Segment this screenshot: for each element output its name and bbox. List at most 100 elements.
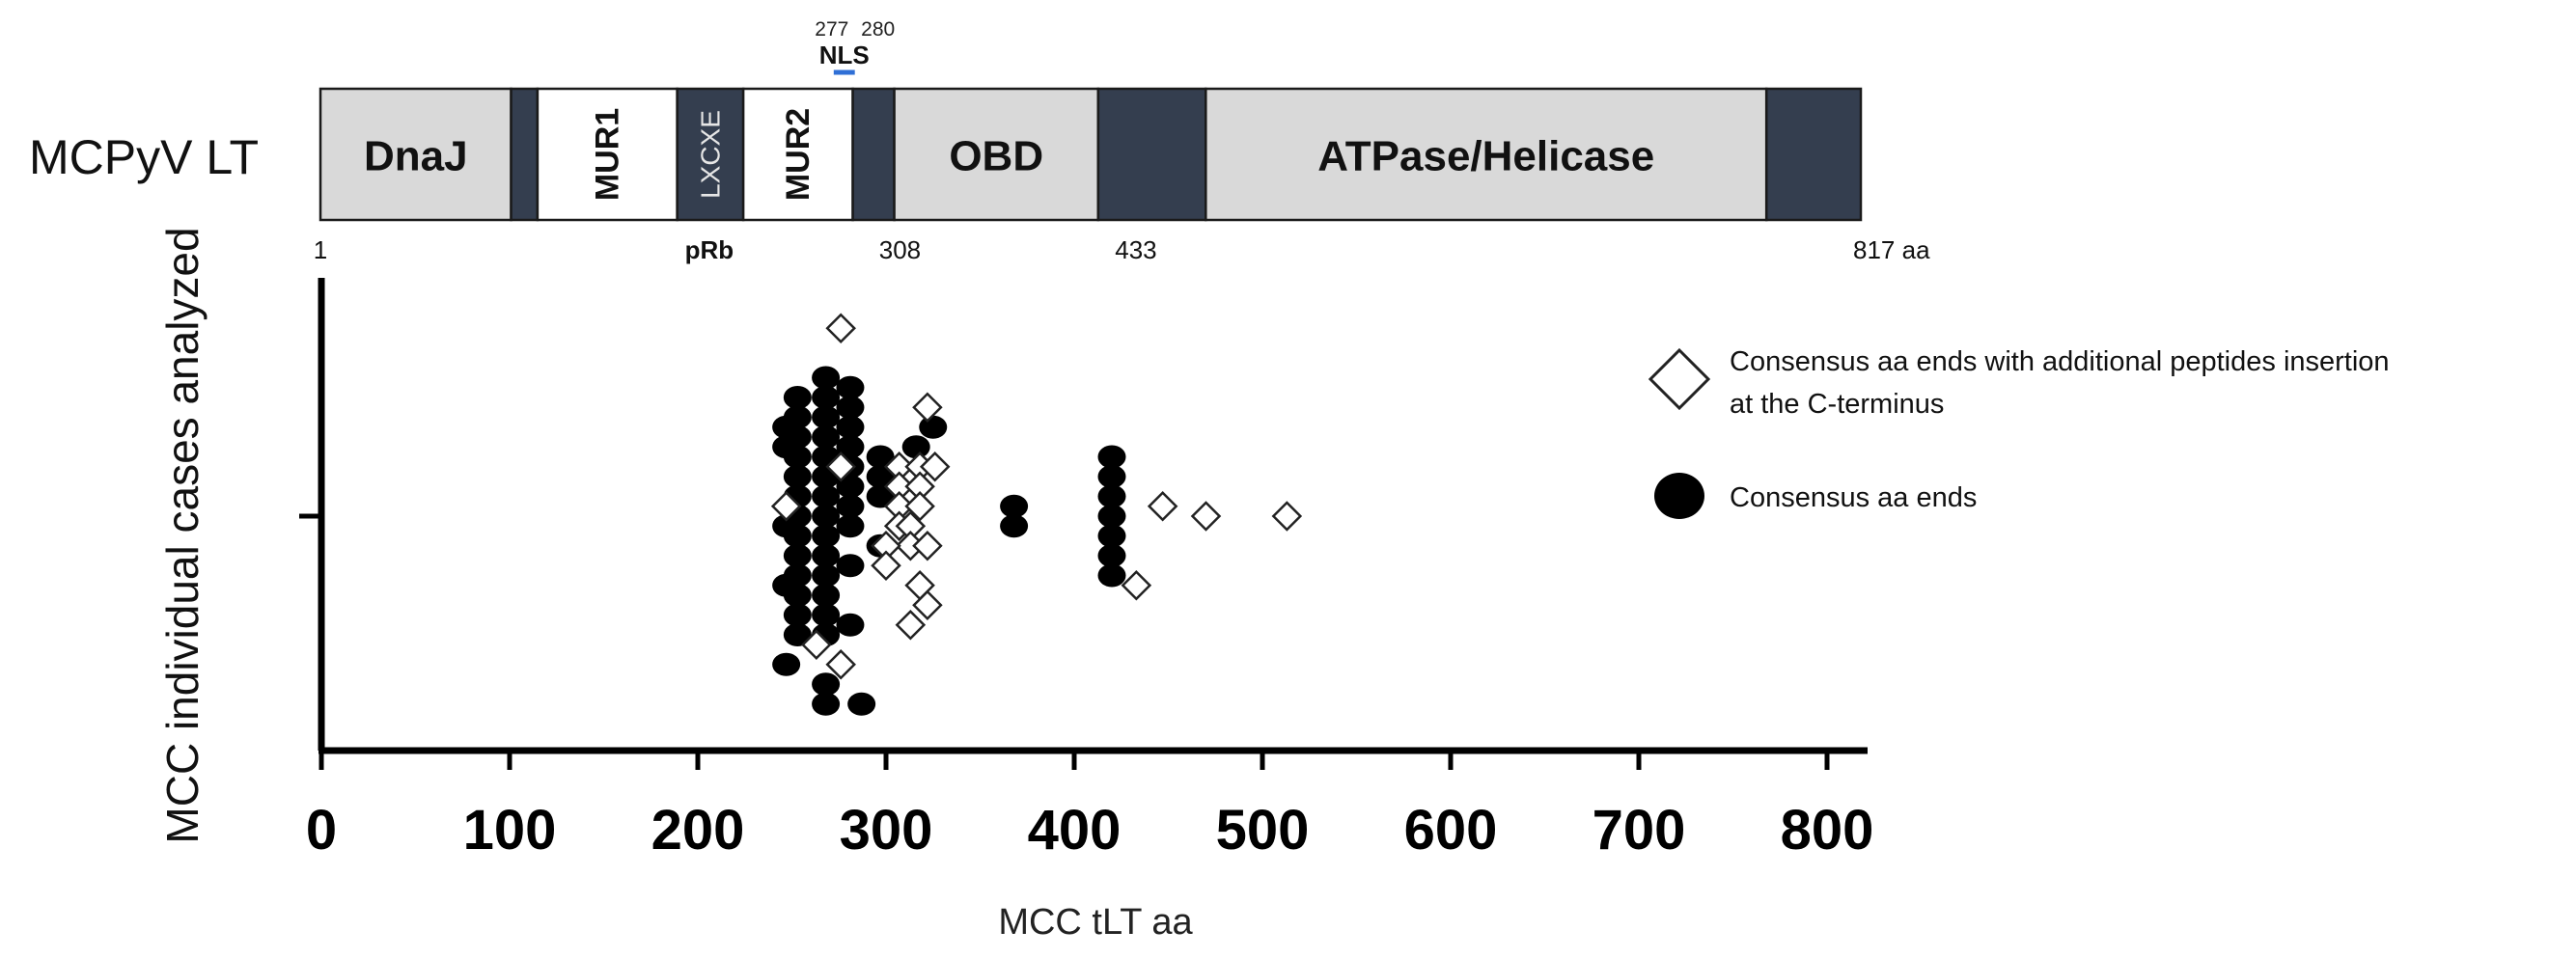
point-filled-circle [772, 415, 801, 439]
point-filled-circle [1097, 465, 1126, 488]
domain-lxcxe [676, 87, 745, 222]
point-filled-circle [783, 623, 812, 646]
point-filled-circle [812, 603, 841, 627]
point-filled-circle [772, 435, 801, 459]
x-tick-label: 500 [1216, 799, 1310, 862]
point-open-diamond [825, 451, 856, 482]
point-filled-circle [1097, 505, 1126, 528]
nls-end-label: 280 [861, 18, 895, 41]
x-tick-label: 300 [840, 799, 933, 862]
point-filled-circle [812, 692, 841, 716]
position-label: 308 [879, 235, 921, 264]
point-open-diamond [895, 609, 927, 641]
legend-item-diamond: Consensus aa ends with additional peptid… [1648, 346, 2390, 420]
point-filled-circle [1000, 514, 1029, 538]
legend-label-circle: Consensus aa ends [1730, 482, 1977, 513]
point-open-diamond [912, 530, 943, 561]
point-open-diamond [912, 589, 943, 621]
y-axis-label: MCC individual cases analyzed [157, 227, 208, 843]
domain-label-atpase: ATPase/Helicase [1317, 133, 1654, 180]
x-tick-label: 200 [651, 799, 745, 862]
point-open-diamond [1121, 569, 1152, 601]
point-filled-circle [919, 415, 948, 439]
legend-circle-marker [1654, 473, 1704, 519]
point-open-diamond [770, 490, 802, 522]
domain-dark2 [851, 87, 896, 222]
point-filled-circle [836, 554, 865, 578]
position-label: 1 [314, 235, 327, 264]
domain-dark1 [510, 87, 540, 222]
x-tick-label: 800 [1781, 799, 1874, 862]
x-tick-label: 100 [463, 799, 557, 862]
point-open-diamond [912, 392, 943, 424]
point-filled-circle [836, 375, 865, 399]
position-label: pRb [685, 235, 734, 264]
x-axis-ticks: 0 100 200 300 400 500 600 700 800 [306, 751, 1874, 862]
point-filled-circle [783, 544, 812, 567]
nls-label: NLS [819, 41, 870, 69]
point-open-diamond [1271, 501, 1303, 532]
point-filled-circle [783, 465, 812, 488]
nls-start-label: 277 [815, 18, 848, 41]
point-filled-circle [836, 435, 865, 459]
scatter-plot: 0 100 200 300 400 500 600 700 800 MCC individual… [157, 227, 1873, 943]
point-filled-circle [836, 396, 865, 420]
point-filled-circle [1000, 494, 1029, 518]
point-filled-circle [783, 386, 812, 409]
domain-label-obd: OBD [949, 133, 1043, 180]
x-tick-label: 600 [1404, 799, 1498, 862]
legend-label-line: Consensus aa ends with additional peptid… [1730, 346, 2390, 377]
point-filled-circle [901, 435, 930, 459]
point-filled-circle [812, 584, 841, 607]
point-open-diamond [904, 490, 935, 522]
x-tick-label: 700 [1593, 799, 1686, 862]
point-filled-circle [772, 514, 801, 538]
point-open-diamond [1190, 501, 1222, 532]
data-points [770, 313, 1303, 716]
point-open-diamond [801, 629, 832, 661]
x-tick-label: 0 [306, 799, 337, 862]
total-length-label: 817 aa [1853, 235, 1930, 264]
legend-label-line: at the C-terminus [1730, 389, 1944, 420]
point-filled-circle [812, 425, 841, 449]
position-labels: 1 pRb 308 433 [314, 235, 1157, 264]
point-filled-circle [1097, 563, 1126, 588]
domain-dark4 [1764, 87, 1863, 222]
point-filled-circle [1097, 445, 1126, 469]
domain-dnaj [319, 87, 512, 222]
point-open-diamond [1147, 490, 1178, 522]
point-filled-circle [836, 415, 865, 439]
point-filled-circle [812, 672, 841, 697]
legend-diamond-marker [1648, 347, 1711, 411]
point-open-diamond [871, 550, 901, 582]
point-filled-circle [1097, 484, 1126, 508]
point-open-diamond [919, 451, 951, 482]
point-filled-circle [772, 652, 801, 676]
domain-atpase [1205, 87, 1768, 222]
domain-mur1 [536, 87, 679, 222]
point-filled-circle [866, 465, 895, 488]
point-filled-circle [847, 692, 876, 716]
domain-obd [893, 87, 1100, 222]
domain-label-lxcxe: LXCXE [695, 110, 725, 199]
protein-domain-map: MCPyV LT DnaJ MUR1 LXCXE MUR2 OBD ATPase/Heli… [29, 18, 1930, 264]
point-filled-circle [836, 475, 865, 499]
point-filled-circle [812, 563, 841, 588]
domain-label-mur2: MUR2 [780, 108, 817, 201]
x-tick-label: 400 [1028, 799, 1122, 862]
point-filled-circle [866, 484, 895, 508]
point-filled-circle [866, 445, 895, 469]
point-filled-circle [836, 613, 865, 637]
domain-label-dnaj: DnaJ [364, 133, 468, 180]
legend-label-diamond: Consensus aa ends with additional peptid… [1730, 346, 2390, 420]
point-filled-circle [812, 386, 841, 409]
protein-name: MCPyV LT [29, 130, 259, 184]
point-open-diamond [825, 313, 856, 344]
point-filled-circle [772, 573, 801, 597]
point-filled-circle [812, 505, 841, 528]
legend-item-circle: Consensus aa ends [1654, 473, 1977, 519]
point-filled-circle [836, 494, 865, 518]
domain-dark3 [1096, 87, 1207, 222]
